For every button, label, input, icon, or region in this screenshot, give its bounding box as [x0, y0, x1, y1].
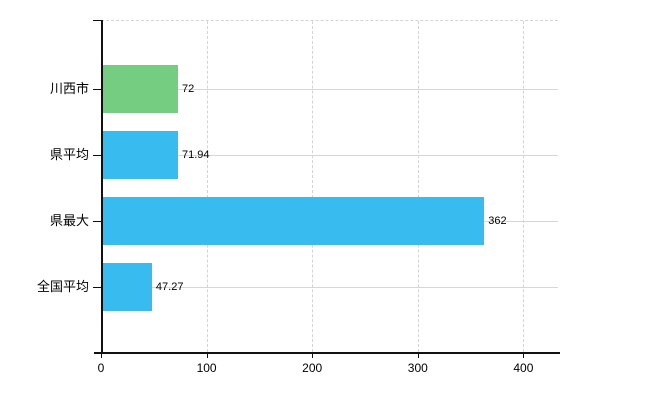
- horizontal-gridline: [102, 155, 558, 156]
- category-label: 県平均: [49, 147, 89, 162]
- category-label: 川西市: [49, 81, 89, 96]
- y-axis-top-tick: [93, 20, 101, 21]
- vertical-gridline: [312, 21, 314, 352]
- bar-value-label: 71.94: [181, 149, 210, 161]
- bar-value-label: 362: [488, 215, 507, 227]
- vertical-gridline: [523, 21, 525, 352]
- category-tick: [93, 287, 101, 288]
- x-axis-tick: [523, 353, 525, 358]
- category-label: 全国平均: [36, 279, 89, 294]
- x-axis-tick: [101, 353, 102, 358]
- y-axis-line: [101, 20, 103, 352]
- vertical-gridline: [206, 21, 208, 352]
- bar-県平均[interactable]: [102, 131, 178, 179]
- x-axis-line: [94, 352, 560, 354]
- bar-value-label: 72: [182, 83, 195, 95]
- category-tick: [93, 155, 101, 156]
- horizontal-gridline: [102, 89, 558, 90]
- x-axis-tick-label: 300: [407, 361, 428, 375]
- bar-value-label: 47.27: [155, 281, 184, 293]
- bar-全国平均[interactable]: [102, 263, 152, 311]
- x-axis-tick: [206, 353, 208, 358]
- x-axis-tick-label: 400: [513, 361, 534, 375]
- category-tick: [93, 89, 101, 90]
- x-axis-tick: [417, 353, 419, 358]
- vertical-gridline: [417, 21, 419, 352]
- x-axis-tick-label: 200: [302, 361, 323, 375]
- x-axis-tick: [312, 353, 314, 358]
- category-tick: [93, 221, 101, 222]
- bar-川西市[interactable]: [102, 65, 179, 113]
- horizontal-gridline: [102, 287, 558, 288]
- x-axis-tick-label: 0: [97, 361, 105, 375]
- x-axis-tick-label: 100: [196, 361, 217, 375]
- plot-top-border: [101, 20, 558, 21]
- category-label: 県最大: [49, 213, 89, 228]
- bar-県最大[interactable]: [102, 197, 485, 245]
